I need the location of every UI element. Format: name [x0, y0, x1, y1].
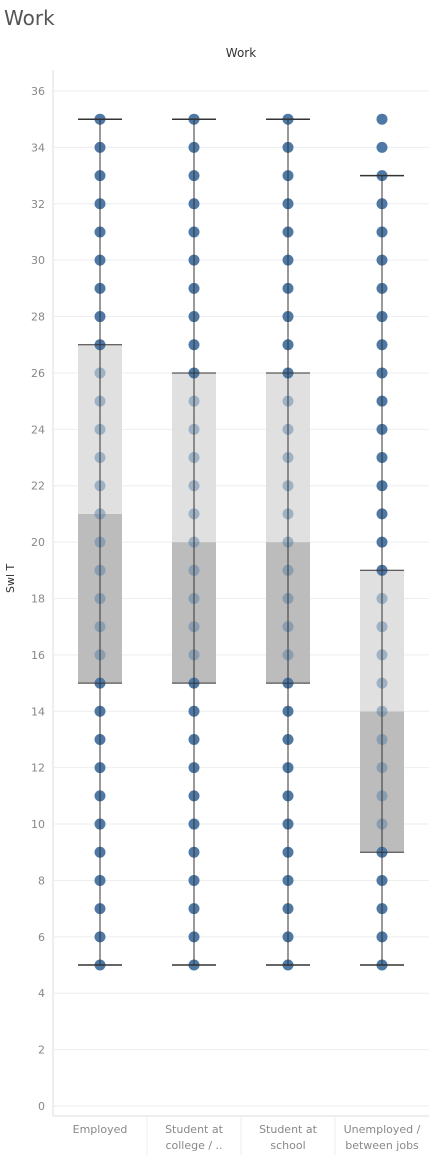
y-tick-label: 10	[31, 818, 45, 831]
x-category-label-line: Employed	[73, 1123, 128, 1136]
y-tick-label: 12	[31, 762, 45, 775]
y-tick-label: 34	[31, 141, 45, 154]
y-tick-label: 4	[38, 987, 45, 1000]
x-category-label-line: school	[270, 1139, 305, 1152]
data-point	[376, 113, 388, 125]
y-tick-label: 2	[38, 1044, 45, 1057]
y-tick-label: 32	[31, 198, 45, 211]
x-category-label: Student at school	[259, 1123, 318, 1152]
x-category-label-line: Student at	[165, 1123, 224, 1136]
x-axis-labels: Employed Student at college / ..Student at…	[73, 1123, 421, 1152]
y-tick-label: 14	[31, 705, 45, 718]
x-category-label: Unemployed / between jobs	[344, 1123, 421, 1152]
sheet-title: Work	[4, 6, 55, 30]
y-tick-label: 28	[31, 311, 45, 324]
y-tick-label: 26	[31, 367, 45, 380]
y-tick-label: 6	[38, 931, 45, 944]
x-category-label-line: college / ..	[165, 1139, 222, 1152]
y-tick-label: 36	[31, 85, 45, 98]
y-tick-label: 16	[31, 649, 45, 662]
y-tick-label: 18	[31, 593, 45, 606]
x-category-label: Employed	[73, 1123, 128, 1136]
chart-title: Work	[225, 46, 257, 60]
whiskers	[78, 118, 404, 966]
data-point	[376, 141, 388, 153]
y-tick-label: 24	[31, 423, 45, 436]
x-category-label-line: between jobs	[345, 1139, 419, 1152]
y-tick-label: 22	[31, 480, 45, 493]
y-tick-label: 0	[38, 1100, 45, 1113]
y-tick-label: 20	[31, 536, 45, 549]
x-category-label: Student at college / ..	[165, 1123, 224, 1152]
y-tick-label: 30	[31, 254, 45, 267]
x-category-label-line: Student at	[259, 1123, 318, 1136]
y-tick-label: 8	[38, 874, 45, 887]
x-category-label-line: Unemployed /	[344, 1123, 421, 1136]
